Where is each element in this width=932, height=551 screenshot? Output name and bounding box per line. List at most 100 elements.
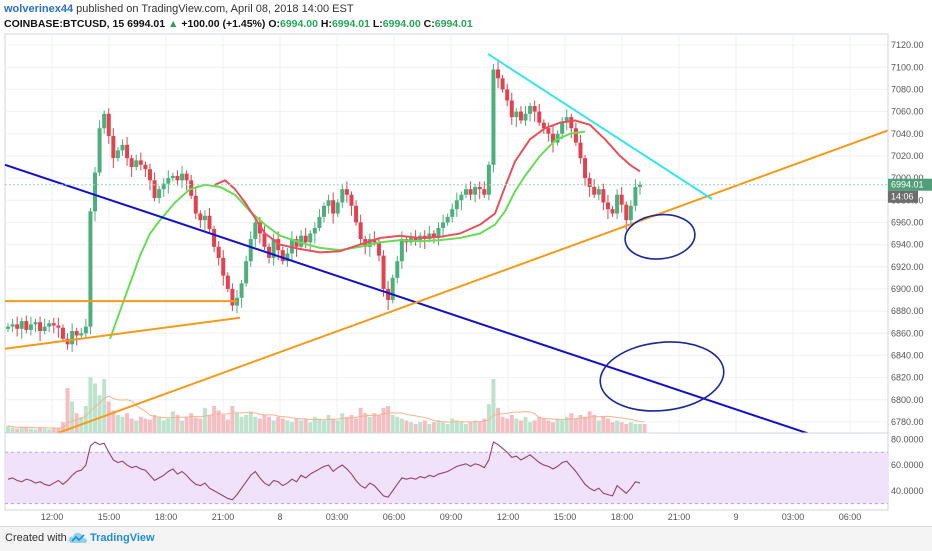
volume-bar (399, 418, 404, 433)
low-label: L: (372, 18, 383, 30)
candle-body (299, 235, 304, 247)
candle-body (143, 164, 148, 170)
candle-body (431, 233, 436, 238)
price-tick-label: 7100.00 (891, 62, 924, 72)
low-value: 6994.00 (382, 18, 421, 30)
chart-grid (4, 33, 889, 510)
cyan-downtrend-line (487, 53, 713, 200)
candle-body (463, 189, 468, 195)
symbol-label: COINBASE:BTCUSD, 15 (4, 18, 125, 30)
high-value: 6994.01 (331, 18, 370, 30)
price-tick-label: 7120.00 (891, 40, 924, 50)
volume-bar (225, 419, 230, 433)
candle-body (354, 205, 359, 223)
volume-bar (335, 420, 340, 433)
volume-bar (610, 422, 615, 433)
volume-bar (280, 418, 285, 433)
candle-body (537, 111, 542, 123)
candle-body (331, 200, 336, 214)
candle-body (65, 338, 70, 345)
candle-body (505, 89, 510, 101)
volume-bar (157, 416, 162, 433)
volume-bar (212, 406, 217, 433)
candle-body (615, 194, 620, 214)
candle-body (193, 195, 198, 214)
candle-body (88, 211, 93, 327)
candle-body (326, 200, 331, 206)
candle-body (51, 323, 56, 326)
candle-body (578, 142, 583, 159)
volume-bar (505, 418, 510, 433)
candle-body (528, 106, 533, 114)
volume-bar (184, 416, 189, 433)
volume-bar (189, 413, 194, 433)
current-price-badge (888, 178, 932, 191)
candlesticks (6, 61, 642, 353)
volume-bar (28, 428, 33, 433)
time-tick-label: 15:00 (554, 512, 577, 522)
time-tick-label: 9 (733, 512, 738, 522)
volume-bar (230, 406, 235, 433)
candle-body (450, 209, 455, 217)
volume-bar (193, 417, 198, 433)
price-tick-label: 6780.00 (891, 417, 924, 427)
volume-bar (546, 420, 551, 433)
rsi-band (5, 452, 888, 504)
volume-bar (569, 413, 574, 433)
volume-bar (550, 422, 555, 433)
last-price: 6994.01 (127, 18, 166, 30)
price-chart[interactable]: 7120.00 7100.00 7080.00 7060.00 7040.00 7020.… (0, 0, 932, 526)
candle-body (477, 186, 482, 190)
volume-bar (88, 377, 93, 433)
countdown-label: 14:06 (891, 192, 914, 202)
volume-bar (180, 420, 185, 433)
candle-body (573, 128, 578, 143)
volume-bar (326, 415, 331, 433)
volume-bar (496, 407, 501, 433)
candle-body (257, 222, 262, 234)
time-tick-label: 06:00 (839, 512, 862, 522)
volume-bar (409, 422, 414, 433)
volume-bar (404, 420, 409, 433)
volume-bar (294, 418, 299, 433)
candle-body (358, 222, 363, 240)
volume-bar (349, 415, 354, 433)
volume-bar (441, 422, 446, 433)
price-tick-label: 7020.00 (891, 151, 924, 161)
volume-bar (605, 418, 610, 433)
volume-bar (463, 424, 468, 433)
volume-bar (308, 422, 313, 433)
candle-body (60, 327, 65, 339)
volume-bar (276, 416, 281, 433)
candle-body (28, 324, 33, 330)
volume-bar (24, 427, 29, 433)
volume-bar (427, 424, 432, 433)
orange-uptrend-main-line (54, 129, 889, 436)
candle-body (541, 122, 546, 129)
candle-body (248, 239, 253, 262)
volume-bar (638, 424, 642, 433)
volume-bar (234, 413, 239, 433)
candle-body (436, 227, 441, 238)
hand-drawn-circle-2 (599, 341, 725, 412)
close-value: 6994.01 (434, 18, 473, 30)
candle-body (610, 209, 615, 214)
volume-bar (633, 424, 638, 433)
candle-body (459, 194, 464, 201)
author-link[interactable]: wolverinex44 (4, 3, 74, 15)
open-label: O: (268, 18, 280, 30)
volume-bar (537, 416, 542, 433)
candle-body (473, 186, 478, 195)
candle-body (317, 216, 322, 228)
volume-bar (541, 418, 546, 433)
volume-bar (207, 415, 212, 433)
candle-body (56, 325, 61, 328)
change-arrow-icon: ▲ (168, 18, 179, 30)
price-tick-label: 7000.00 (891, 173, 924, 183)
tradingview-brand[interactable]: TradingView (90, 532, 155, 544)
volume-bar (51, 427, 56, 433)
volume-bar (395, 416, 400, 433)
volume-bar (436, 420, 441, 433)
volume-bar (628, 422, 633, 433)
created-with-text: Created with (5, 532, 67, 544)
